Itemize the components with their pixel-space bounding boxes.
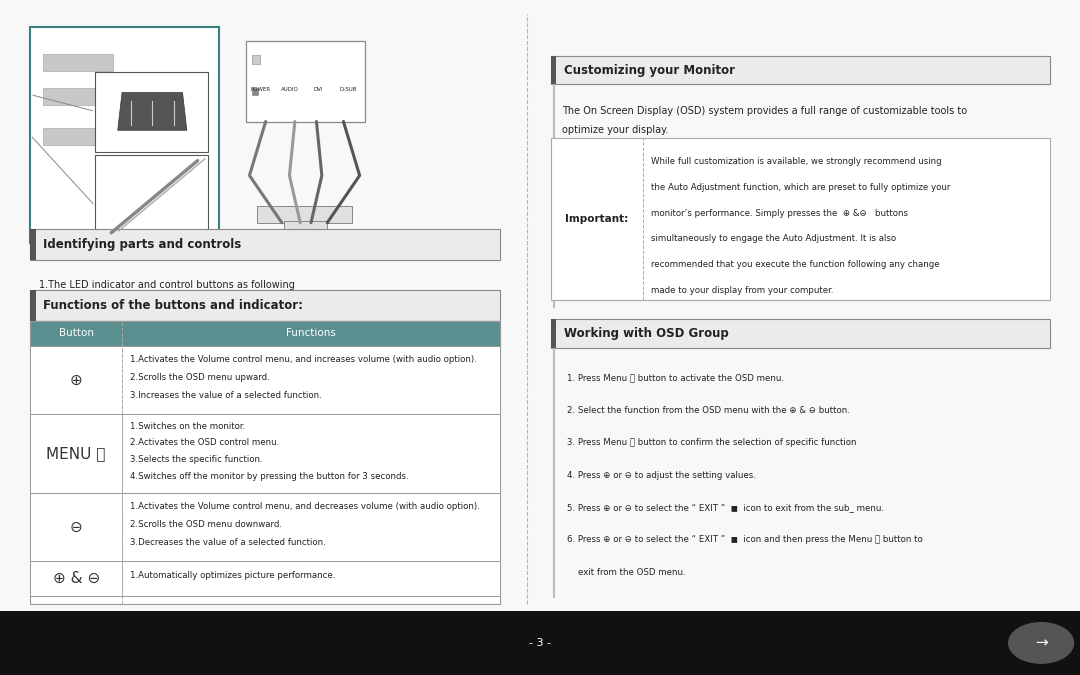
Text: POWER: POWER: [251, 86, 270, 92]
Polygon shape: [118, 92, 187, 130]
Text: 2.Activates the OSD control menu.: 2.Activates the OSD control menu.: [130, 438, 279, 448]
Bar: [252, 55, 260, 64]
Text: Customizing your Monitor: Customizing your Monitor: [564, 63, 734, 77]
Text: Button: Button: [58, 329, 94, 338]
Bar: [30, 230, 500, 260]
Text: 1.Automatically optimizes picture performance.: 1.Automatically optimizes picture perfor…: [130, 571, 335, 580]
Bar: [284, 221, 327, 240]
Bar: [30, 414, 500, 493]
Text: 3.Increases the value of a selected function.: 3.Increases the value of a selected func…: [130, 391, 322, 400]
Text: 2.Scrolls the OSD menu downward.: 2.Scrolls the OSD menu downward.: [130, 520, 282, 529]
Bar: [30, 561, 500, 596]
Bar: [30, 27, 219, 243]
Text: Functions of the buttons and indicator:: Functions of the buttons and indicator:: [43, 299, 303, 312]
Text: 3.Decreases the value of a selected function.: 3.Decreases the value of a selected func…: [130, 538, 325, 547]
Text: While full customization is available, we strongly recommend using: While full customization is available, w…: [651, 157, 942, 167]
Bar: [551, 56, 556, 84]
Bar: [551, 319, 1050, 348]
Text: DVI: DVI: [314, 86, 323, 92]
Text: 1.The LED indicator and control buttons as following: 1.The LED indicator and control buttons …: [39, 280, 295, 290]
Text: Functions: Functions: [286, 329, 336, 338]
Bar: [30, 290, 500, 321]
Bar: [30, 321, 500, 604]
Bar: [30, 230, 36, 260]
Bar: [30, 493, 500, 561]
Text: simultaneously to engage the Auto Adjustment. It is also: simultaneously to engage the Auto Adjust…: [651, 234, 896, 244]
Text: ⊕ & ⊖: ⊕ & ⊖: [53, 571, 99, 586]
Text: 2.Scrolls the OSD menu upward.: 2.Scrolls the OSD menu upward.: [130, 373, 269, 382]
Bar: [0, 611, 1080, 675]
Text: 1.Activates the Volume control menu, and decreases volume (with audio option).: 1.Activates the Volume control menu, and…: [130, 502, 480, 511]
Bar: [551, 138, 1050, 300]
Text: 5. Press ⊕ or ⊖ to select the “ EXIT ”  ◼  icon to exit from the sub_ menu.: 5. Press ⊕ or ⊖ to select the “ EXIT ” ◼…: [567, 503, 885, 512]
Text: →: →: [1035, 635, 1048, 651]
Text: ⊖: ⊖: [70, 520, 82, 535]
Text: 4. Press ⊕ or ⊖ to adjust the setting values.: 4. Press ⊕ or ⊖ to adjust the setting va…: [567, 470, 756, 480]
Bar: [252, 88, 258, 94]
Text: AUDIO: AUDIO: [281, 86, 298, 92]
Text: 4.Switches off the monitor by pressing the button for 3 seconds.: 4.Switches off the monitor by pressing t…: [130, 472, 408, 481]
Text: recommended that you execute the function following any change: recommended that you execute the functio…: [651, 260, 940, 269]
Text: 2. Select the function from the OSD menu with the ⊕ & ⊖ button.: 2. Select the function from the OSD menu…: [567, 406, 850, 415]
Text: optimize your display.: optimize your display.: [562, 125, 669, 134]
Text: D-SUB: D-SUB: [339, 86, 356, 92]
Bar: [551, 56, 1050, 84]
Bar: [30, 346, 500, 414]
Text: Working with OSD Group: Working with OSD Group: [564, 327, 729, 340]
Text: the Auto Adjustment function, which are preset to fully optimize your: the Auto Adjustment function, which are …: [651, 183, 950, 192]
Text: ⊕: ⊕: [70, 373, 82, 387]
Bar: [95, 155, 208, 238]
Text: - 3 -: - 3 -: [529, 638, 551, 648]
Bar: [43, 128, 113, 145]
Bar: [43, 88, 113, 105]
Bar: [257, 206, 352, 223]
Text: 1.Activates the Volume control menu, and increases volume (with audio option).: 1.Activates the Volume control menu, and…: [130, 355, 476, 364]
Bar: [30, 321, 500, 346]
Text: Important:: Important:: [565, 215, 629, 224]
Text: exit from the OSD menu.: exit from the OSD menu.: [567, 568, 686, 577]
Text: monitor’s performance. Simply presses the  ⊕ &⊖   buttons: monitor’s performance. Simply presses th…: [651, 209, 908, 218]
Text: MENU ⏻: MENU ⏻: [46, 446, 106, 461]
Bar: [551, 319, 556, 348]
Text: 1.Switches on the monitor.: 1.Switches on the monitor.: [130, 422, 245, 431]
Text: 3.Selects the specific function.: 3.Selects the specific function.: [130, 455, 262, 464]
Bar: [246, 40, 365, 122]
Text: 3. Press Menu ⏻ button to confirm the selection of specific function: 3. Press Menu ⏻ button to confirm the se…: [567, 438, 856, 448]
Text: The On Screen Display (OSD) system provides a full range of customizable tools t: The On Screen Display (OSD) system provi…: [562, 107, 967, 116]
Bar: [43, 54, 113, 71]
Text: made to your display from your computer.: made to your display from your computer.: [651, 286, 834, 295]
Bar: [95, 72, 208, 152]
Text: 1. Press Menu ⏻ button to activate the OSD menu.: 1. Press Menu ⏻ button to activate the O…: [567, 373, 784, 383]
Circle shape: [1009, 622, 1074, 663]
Text: 6. Press ⊕ or ⊖ to select the “ EXIT ”  ◼  icon and then press the Menu ⏻ button: 6. Press ⊕ or ⊖ to select the “ EXIT ” ◼…: [567, 535, 922, 545]
Bar: [30, 290, 36, 321]
Text: Identifying parts and controls: Identifying parts and controls: [43, 238, 242, 251]
